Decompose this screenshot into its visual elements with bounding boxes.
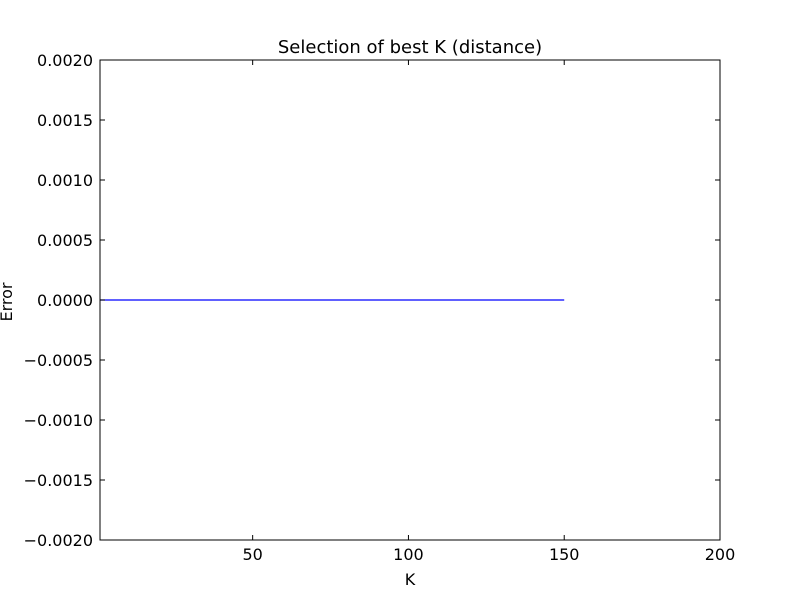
x-tick-label: 50 xyxy=(242,545,262,564)
x-tick-label: 200 xyxy=(705,545,736,564)
chart-title: Selection of best K (distance) xyxy=(278,37,542,58)
y-tick-label: −0.0010 xyxy=(24,411,93,430)
y-tick-label: −0.0020 xyxy=(24,531,93,550)
y-tick-label: 0.0020 xyxy=(37,51,93,70)
y-tick-label: −0.0015 xyxy=(24,471,93,490)
y-tick-label: 0.0015 xyxy=(37,111,93,130)
y-tick-label: 0.0005 xyxy=(37,231,93,250)
x-tick-label: 100 xyxy=(393,545,424,564)
y-axis-label: Error xyxy=(0,282,16,321)
y-tick-label: 0.0000 xyxy=(37,291,93,310)
x-tick-label: 150 xyxy=(549,545,580,564)
y-tick-label: −0.0005 xyxy=(24,351,93,370)
plot-layer: 50 100 150 200 0.0020 0.0015 0.0010 0.0005 0.000… xyxy=(24,51,736,564)
y-tick-label: 0.0010 xyxy=(37,171,93,190)
x-axis-label: K xyxy=(405,570,416,589)
